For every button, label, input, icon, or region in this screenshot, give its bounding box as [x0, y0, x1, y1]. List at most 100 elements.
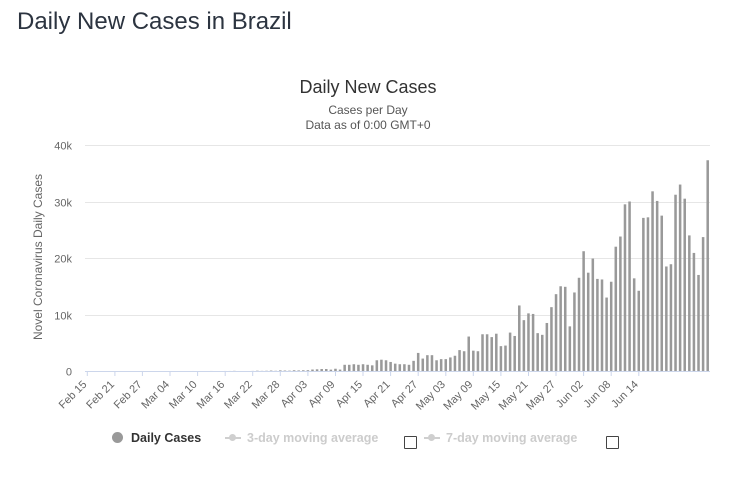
x-tick-label: May 27: [524, 379, 558, 413]
y-axis-label: Novel Coronavirus Daily Cases: [31, 174, 45, 340]
bar: [380, 359, 383, 371]
bar: [315, 369, 319, 371]
bar: [357, 364, 360, 371]
bar: [692, 252, 696, 371]
x-tick-label: Mar 04: [139, 379, 172, 412]
bar: [605, 297, 608, 371]
legend-item-7day-average[interactable]: 7-day moving average: [424, 431, 577, 445]
bar: [467, 336, 470, 371]
bar: [646, 217, 650, 371]
bar-series-daily-cases: [141, 160, 709, 372]
bar: [485, 334, 489, 371]
bar: [292, 370, 296, 371]
bar: [522, 320, 526, 371]
x-tick-label: Mar 22: [222, 379, 255, 412]
bar: [596, 278, 599, 371]
y-tick-label: 10k: [54, 311, 72, 323]
bar: [430, 355, 434, 371]
bar: [458, 350, 461, 371]
x-tick-label: Mar 16: [195, 379, 228, 412]
bar: [375, 360, 379, 371]
bar: [706, 160, 709, 371]
bar: [325, 369, 328, 371]
x-tick-label: Feb 27: [112, 379, 145, 412]
bar: [462, 351, 466, 371]
bar: [393, 363, 397, 371]
chart-subtitle-1: Cases per Day: [328, 103, 407, 117]
legend-item-3day-average[interactable]: 3-day moving average: [225, 431, 378, 445]
bar: [531, 313, 535, 371]
bar: [559, 286, 562, 371]
bar: [403, 364, 406, 371]
x-tick-label: Jun 02: [554, 379, 586, 411]
bar: [541, 334, 544, 371]
bar: [426, 355, 429, 371]
legend-item-daily-cases[interactable]: Daily Cases: [112, 431, 201, 445]
bar: [334, 368, 337, 371]
y-tick-label: 0: [66, 367, 72, 379]
bar: [302, 370, 305, 371]
x-tick-label: Feb 21: [84, 379, 117, 412]
bar: [347, 364, 351, 371]
legend-dot-icon: [112, 432, 123, 443]
bar: [655, 200, 659, 371]
bar: [683, 198, 686, 371]
y-tick-label: 20k: [54, 254, 72, 266]
x-tick-label: May 03: [414, 379, 448, 413]
bar: [444, 359, 448, 371]
bar: [628, 201, 631, 371]
bar: [370, 365, 374, 371]
bar: [577, 277, 581, 371]
bar: [674, 194, 677, 371]
bar: [513, 335, 516, 371]
bar: [527, 313, 530, 371]
x-tick-label: Apr 09: [306, 379, 337, 410]
bar: [554, 294, 558, 371]
checkbox-3day-average[interactable]: [404, 436, 417, 449]
x-tick-label: May 09: [441, 379, 475, 413]
chart-subtitle-2: Data as of 0:00 GMT+0: [305, 118, 430, 132]
chart-title: Daily New Cases: [299, 77, 436, 97]
y-tick-label: 30k: [54, 198, 72, 210]
bar: [536, 333, 539, 371]
bar: [518, 305, 521, 371]
bar: [311, 369, 314, 371]
bar: [637, 290, 641, 371]
x-tick-label: Feb 15: [57, 379, 90, 412]
bar: [563, 286, 567, 371]
y-tick-label: 40k: [54, 141, 72, 153]
bar: [306, 370, 310, 371]
bar: [384, 360, 388, 371]
bar: [398, 364, 402, 371]
bar: [614, 246, 618, 371]
bar: [389, 361, 392, 371]
bar: [366, 364, 369, 371]
bar: [623, 204, 627, 371]
legend-line-marker-icon: [424, 433, 440, 443]
legend-label: 7-day moving average: [446, 431, 578, 445]
bar: [476, 351, 480, 371]
bar: [651, 191, 654, 371]
bar: [361, 364, 365, 371]
x-tick-label: Jun 08: [581, 379, 613, 411]
x-tick-label: Mar 28: [250, 379, 283, 412]
checkbox-7day-average[interactable]: [606, 436, 619, 449]
bar: [508, 332, 512, 371]
bar: [490, 337, 493, 371]
bar: [449, 357, 452, 371]
bar: [439, 359, 443, 371]
bar: [568, 326, 572, 371]
bar: [632, 278, 636, 371]
bar: [329, 369, 333, 371]
bar: [453, 355, 457, 371]
x-tick-label: May 15: [469, 379, 503, 413]
legend-label: 3-day moving average: [247, 431, 379, 445]
bar: [352, 364, 356, 371]
x-tick-label: Mar 10: [167, 379, 200, 412]
bar: [472, 350, 475, 371]
bar: [609, 281, 613, 371]
bar: [619, 236, 622, 371]
bar: [586, 272, 590, 371]
